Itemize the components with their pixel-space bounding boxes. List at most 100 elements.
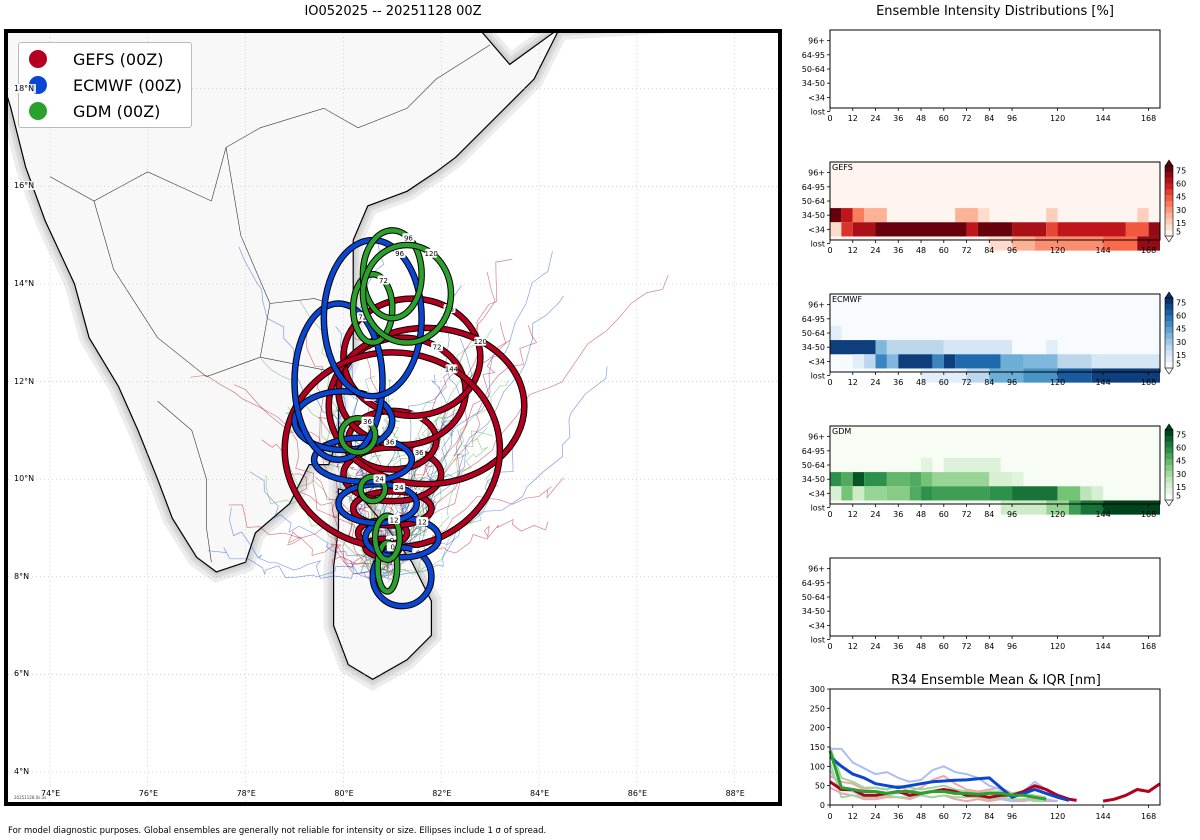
model-label: GEFS bbox=[832, 163, 853, 172]
model-label: GDM bbox=[832, 427, 851, 436]
gefs-marker-icon bbox=[29, 50, 47, 68]
x-tick-label: 12 bbox=[848, 642, 858, 651]
x-tick-label: 96 bbox=[1007, 812, 1017, 821]
colorbar-step bbox=[1165, 327, 1173, 334]
x-tick-label: 120 bbox=[1050, 114, 1065, 123]
hour-label: 36 bbox=[385, 438, 394, 446]
heatmap-cell bbox=[1057, 486, 1081, 501]
colorbar-step bbox=[1165, 230, 1173, 237]
heatmap-cell bbox=[1046, 222, 1058, 237]
colorbar-frame bbox=[1164, 297, 1174, 369]
lon-label: 80°E bbox=[332, 789, 356, 798]
heatmap-cell bbox=[886, 472, 910, 487]
hour-label-box bbox=[393, 482, 406, 492]
y-tick-label: 50-64 bbox=[802, 197, 825, 206]
x-tick-label: 84 bbox=[984, 246, 994, 255]
colorbar-top-arrow bbox=[1164, 159, 1174, 167]
y-tick-label: 96+ bbox=[808, 301, 825, 310]
x-tick-label: 96 bbox=[1007, 246, 1017, 255]
heatmap-cell bbox=[943, 457, 1001, 473]
heatmap-cell bbox=[1057, 222, 1126, 237]
hour-label: 24 bbox=[395, 484, 404, 492]
x-tick-label: 48 bbox=[916, 114, 926, 123]
ensemble-track-line bbox=[387, 458, 500, 574]
heatmap-cell bbox=[1023, 354, 1058, 369]
x-tick-label: 48 bbox=[916, 246, 926, 255]
x-tick-label: 60 bbox=[939, 114, 949, 123]
hour-label: 12 bbox=[390, 516, 399, 524]
lat-label: 6°N bbox=[12, 669, 32, 679]
hour-label: 0 bbox=[391, 544, 395, 552]
colorbar-step bbox=[1165, 298, 1173, 305]
gdm-ellipse-96h bbox=[360, 228, 424, 321]
heatmap-cell bbox=[864, 486, 887, 501]
heatmap-cell bbox=[977, 208, 990, 223]
x-tick-label: 12 bbox=[848, 812, 858, 821]
x-tick-label: 48 bbox=[916, 378, 926, 387]
gdm-ellipse-24h bbox=[358, 474, 388, 504]
heatmap-cell bbox=[830, 486, 842, 501]
x-tick-label: 120 bbox=[1050, 378, 1065, 387]
x-tick-label: 96 bbox=[1007, 510, 1017, 519]
lat-label: 14°N bbox=[12, 279, 37, 288]
gdm-ellipse-72h bbox=[350, 271, 395, 345]
x-tick-label: 12 bbox=[848, 114, 858, 123]
x-tick-label: 144 bbox=[1095, 114, 1110, 123]
colorbar-tick-label: 75 bbox=[1176, 430, 1186, 439]
y-tick-label: <34 bbox=[808, 225, 825, 234]
heatmap-cell bbox=[830, 340, 876, 355]
gdm-ellipse-0h bbox=[375, 540, 400, 594]
heatmap-cell bbox=[852, 208, 865, 223]
heatmap-cell bbox=[1148, 222, 1160, 237]
heatmap-cell bbox=[1091, 354, 1160, 369]
heatmap-cell bbox=[1046, 208, 1058, 223]
lat-label: 10°N bbox=[12, 474, 37, 484]
y-tick-label: lost bbox=[811, 636, 825, 645]
x-tick-label: 84 bbox=[984, 378, 994, 387]
heatmap-cell bbox=[932, 486, 990, 501]
colorbar-tick-label: 60 bbox=[1176, 312, 1186, 321]
colorbar-step bbox=[1165, 338, 1173, 345]
heatmap-cell bbox=[898, 354, 933, 369]
heatmap-cell bbox=[886, 354, 899, 369]
hour-label-box bbox=[416, 517, 429, 527]
map-canvas: 0122436487296120144012243648729601224367… bbox=[8, 33, 778, 802]
y-tick-label: 300 bbox=[810, 685, 825, 694]
y-tick-label: 96+ bbox=[808, 169, 825, 178]
lat-label: 18°N bbox=[12, 83, 37, 93]
lat-label: 4°N bbox=[12, 767, 32, 776]
footnote: For model diagnostic purposes. Global en… bbox=[8, 826, 547, 836]
x-tick-label: 168 bbox=[1141, 510, 1156, 519]
hour-label: 36 bbox=[415, 449, 424, 457]
heatmap-cell bbox=[830, 325, 842, 341]
x-tick-label: 0 bbox=[827, 378, 832, 387]
gdm-ellipse-120h bbox=[360, 242, 454, 345]
lat-label: 8°N bbox=[12, 571, 32, 581]
x-tick-label: 24 bbox=[870, 642, 880, 651]
colorbar-step bbox=[1165, 465, 1173, 472]
gefs-ellipse-24h bbox=[350, 489, 434, 528]
colorbar-step bbox=[1165, 482, 1173, 489]
x-tick-label: 36 bbox=[893, 812, 903, 821]
x-tick-label: 48 bbox=[916, 510, 926, 519]
heatmap-cell bbox=[1068, 500, 1081, 515]
colorbar-step bbox=[1165, 430, 1173, 437]
legend-item-gefs: GEFS (00Z) bbox=[29, 47, 163, 71]
x-tick-label: 72 bbox=[961, 812, 971, 821]
y-tick-label: 34-50 bbox=[802, 607, 825, 616]
y-tick-label: 96+ bbox=[808, 37, 825, 46]
lon-label: 78°E bbox=[234, 789, 258, 798]
state-border bbox=[93, 200, 349, 378]
hour-label: 36 bbox=[363, 418, 372, 426]
y-tick-label: 64-95 bbox=[802, 183, 825, 192]
gdm-marker-icon bbox=[29, 102, 47, 120]
heatmap-cell bbox=[864, 472, 887, 487]
x-tick-label: 12 bbox=[848, 378, 858, 387]
colorbar-tick-label: 5 bbox=[1176, 360, 1181, 369]
y-tick-label: <34 bbox=[808, 489, 825, 498]
hour-label-box bbox=[425, 248, 438, 258]
y-tick-label: 50-64 bbox=[802, 329, 825, 338]
x-tick-label: 24 bbox=[870, 378, 880, 387]
